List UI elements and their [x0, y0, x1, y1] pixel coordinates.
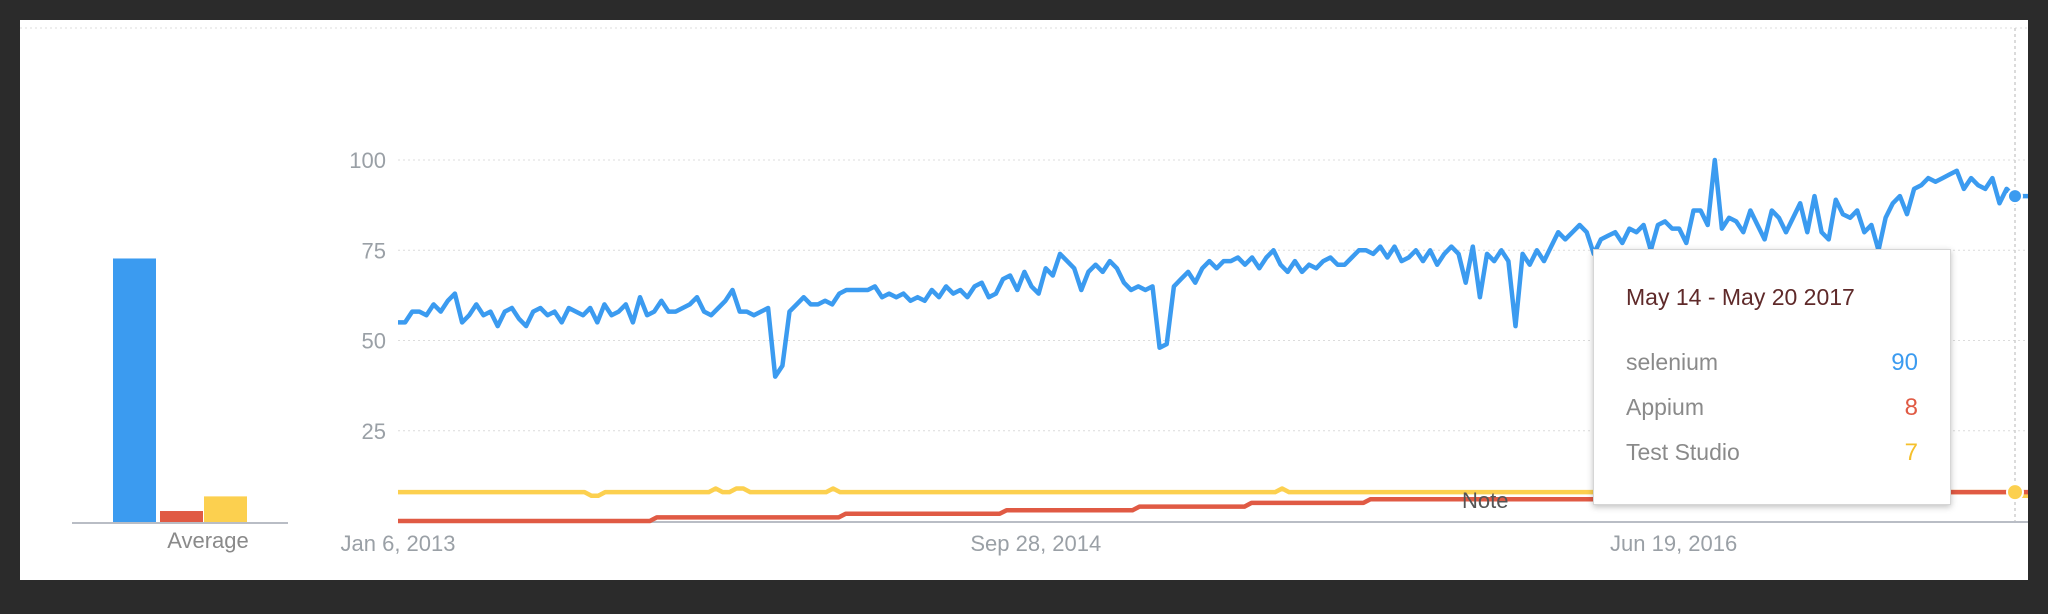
hover-marker-selenium	[2007, 188, 2023, 205]
average-bar-selenium	[113, 258, 156, 522]
x-tick-label: Jan 6, 2013	[341, 531, 456, 556]
x-axis-ticks: Jan 6, 2013 Sep 28, 2014 Jun 19, 2016	[341, 531, 1738, 556]
y-tick-label: 100	[349, 148, 386, 173]
y-tick-label: 75	[362, 238, 386, 263]
series-line-selenium	[398, 157, 2028, 379]
tooltip-title: May 14 - May 20 2017	[1626, 284, 1855, 310]
tooltip-series-value: 90	[1891, 349, 1918, 376]
chart-panel: 25 50 75 100 Jan 6, 2013 Sep 28, 2014 Jun 19,…	[20, 20, 2028, 580]
tooltip-series-value: 8	[1904, 394, 1918, 421]
average-bar-appium	[160, 511, 203, 522]
tooltip-row-test-studio: Test Studio 7	[1626, 439, 1918, 467]
y-axis-ticks: 25 50 75 100	[349, 148, 386, 444]
x-tick-label: Sep 28, 2014	[970, 531, 1101, 556]
y-tick-label: 25	[362, 419, 386, 444]
tooltip-row-selenium: selenium 90	[1626, 349, 1918, 377]
tooltip-row-appium: Appium 8	[1626, 394, 1918, 422]
trends-chart: 25 50 75 100 Jan 6, 2013 Sep 28, 2014 Jun 19,…	[20, 27, 2028, 556]
average-bar-test-studio	[204, 496, 247, 522]
grid-lines	[20, 27, 2028, 523]
average-bar-chart	[72, 258, 288, 524]
y-tick-label: 50	[362, 329, 386, 354]
note-annotation[interactable]: Note	[1462, 488, 1509, 513]
tooltip-series-name: Appium	[1626, 394, 1704, 420]
tooltip-series-value: 7	[1904, 439, 1918, 466]
tooltip-series-name: selenium	[1626, 349, 1719, 375]
hover-marker-appium	[2006, 483, 2024, 502]
tooltip-series-name: Test Studio	[1626, 439, 1740, 465]
hover-markers	[2006, 28, 2024, 521]
hover-tooltip: May 14 - May 20 2017 selenium 90 Appium …	[1593, 249, 1951, 505]
average-label: Average	[167, 528, 249, 553]
x-tick-label: Jun 19, 2016	[1610, 531, 1737, 556]
